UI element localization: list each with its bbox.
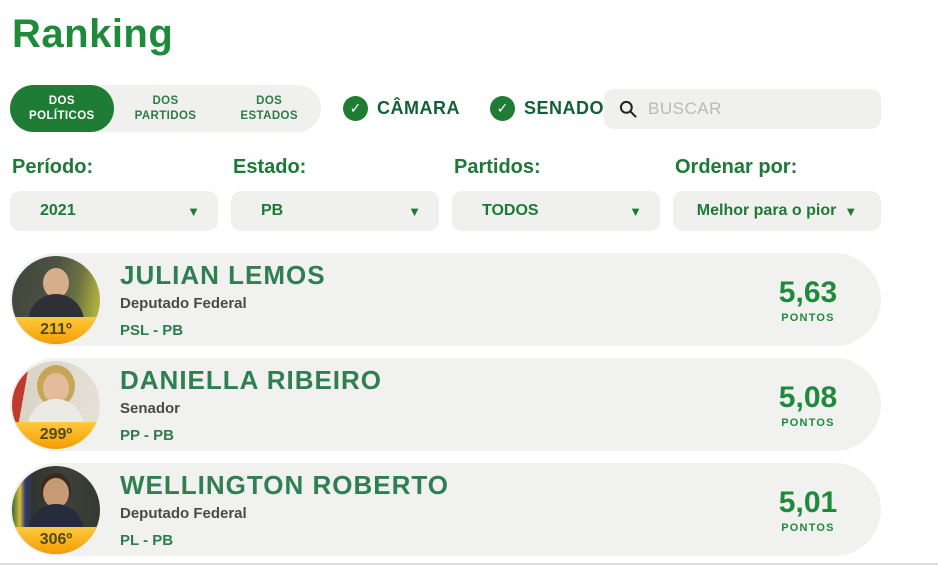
check-icon: ✓ xyxy=(343,96,368,121)
periodo-select[interactable]: 2021 ▼ xyxy=(10,191,218,231)
rank-badge: 211º xyxy=(12,316,100,344)
rank-badge: 306º xyxy=(12,526,100,554)
avatar: 299º xyxy=(12,360,100,449)
camara-toggle-label: CÂMARA xyxy=(377,98,460,118)
points-value: 5,01 xyxy=(778,485,838,519)
ranking-list: 211º JULIAN LEMOS Deputado Federal PSL -… xyxy=(10,253,881,556)
politician-party: PL - PB xyxy=(120,532,174,549)
points-block: 5,01 PONTOS xyxy=(753,486,863,534)
politician-info: WELLINGTON ROBERTO Deputado Federal PL -… xyxy=(120,470,449,549)
search-icon xyxy=(619,100,637,117)
toolbar: DOS POLÍTICOS DOS PARTIDOS DOS ESTADOS ✓… xyxy=(10,85,881,132)
politician-role: Deputado Federal xyxy=(120,295,247,312)
filter-estado: Estado: PB ▼ xyxy=(231,156,439,231)
politician-info: JULIAN LEMOS Deputado Federal PSL - PB xyxy=(120,260,326,339)
points-label: PONTOS xyxy=(781,416,835,429)
avatar: 306º xyxy=(12,465,100,554)
partidos-select[interactable]: TODOS ▼ xyxy=(452,191,660,231)
tab-bar: DOS POLÍTICOS DOS PARTIDOS DOS ESTADOS xyxy=(10,85,321,132)
ranking-row-wellington-roberto[interactable]: 306º WELLINGTON ROBERTO Deputado Federal… xyxy=(10,463,881,556)
politician-party: PP - PB xyxy=(120,427,174,444)
tab-dos-politicos[interactable]: DOS POLÍTICOS xyxy=(10,85,114,132)
tab-dos-partidos[interactable]: DOS PARTIDOS xyxy=(134,94,197,122)
politician-info: DANIELLA RIBEIRO Senador PP - PB xyxy=(120,365,382,444)
ordenar-label: Ordenar por: xyxy=(675,156,798,178)
chevron-down-icon: ▼ xyxy=(629,203,642,219)
chamber-toggles: ✓ CÂMARA ✓ SENADO xyxy=(343,96,604,121)
points-block: 5,08 PONTOS xyxy=(753,381,863,429)
points-block: 5,63 PONTOS xyxy=(753,276,863,324)
politician-name: JULIAN LEMOS xyxy=(120,260,326,290)
search-box[interactable] xyxy=(604,88,881,129)
search-input[interactable] xyxy=(648,98,869,119)
tab-dos-estados[interactable]: DOS ESTADOS xyxy=(240,94,298,122)
politician-party: PSL - PB xyxy=(120,322,184,339)
partidos-value: TODOS xyxy=(482,202,539,219)
estado-select[interactable]: PB ▼ xyxy=(231,191,439,231)
politician-name: WELLINGTON ROBERTO xyxy=(120,470,450,500)
chevron-down-icon: ▼ xyxy=(408,203,421,219)
bottom-divider xyxy=(0,563,938,565)
politician-role: Senador xyxy=(120,400,181,417)
chevron-down-icon: ▼ xyxy=(844,203,858,219)
ordenar-value: Melhor para o pior xyxy=(696,202,837,219)
politician-name: DANIELLA RIBEIRO xyxy=(120,365,383,395)
camara-toggle[interactable]: ✓ CÂMARA xyxy=(343,96,460,121)
periodo-label: Período: xyxy=(12,156,94,178)
senado-toggle[interactable]: ✓ SENADO xyxy=(490,96,604,121)
avatar: 211º xyxy=(12,255,100,344)
points-label: PONTOS xyxy=(781,521,835,534)
content-column: Ranking DOS POLÍTICOS DOS PARTIDOS DOS E… xyxy=(10,12,881,556)
filter-ordenar: Ordenar por: Melhor para o pior ▼ xyxy=(673,156,881,231)
rank-badge: 299º xyxy=(12,421,100,449)
ranking-row-daniella-ribeiro[interactable]: 299º DANIELLA RIBEIRO Senador PP - PB 5,… xyxy=(10,358,881,451)
filter-partidos: Partidos: TODOS ▼ xyxy=(452,156,660,231)
ordenar-select[interactable]: Melhor para o pior ▼ xyxy=(673,191,881,231)
points-value: 5,08 xyxy=(778,380,838,414)
estado-label: Estado: xyxy=(233,156,307,178)
filter-periodo: Período: 2021 ▼ xyxy=(10,156,218,231)
politician-role: Deputado Federal xyxy=(120,505,247,522)
ranking-row-julian-lemos[interactable]: 211º JULIAN LEMOS Deputado Federal PSL -… xyxy=(10,253,881,346)
periodo-value: 2021 xyxy=(40,202,76,219)
chevron-down-icon: ▼ xyxy=(187,203,200,219)
filter-row: Período: 2021 ▼ Estado: PB ▼ Partidos: T… xyxy=(10,156,881,231)
senado-toggle-label: SENADO xyxy=(524,98,605,118)
check-icon: ✓ xyxy=(490,96,515,121)
points-label: PONTOS xyxy=(781,311,835,324)
page-title: Ranking xyxy=(12,12,174,56)
points-value: 5,63 xyxy=(778,275,838,309)
estado-value: PB xyxy=(261,202,284,219)
partidos-label: Partidos: xyxy=(454,156,541,178)
